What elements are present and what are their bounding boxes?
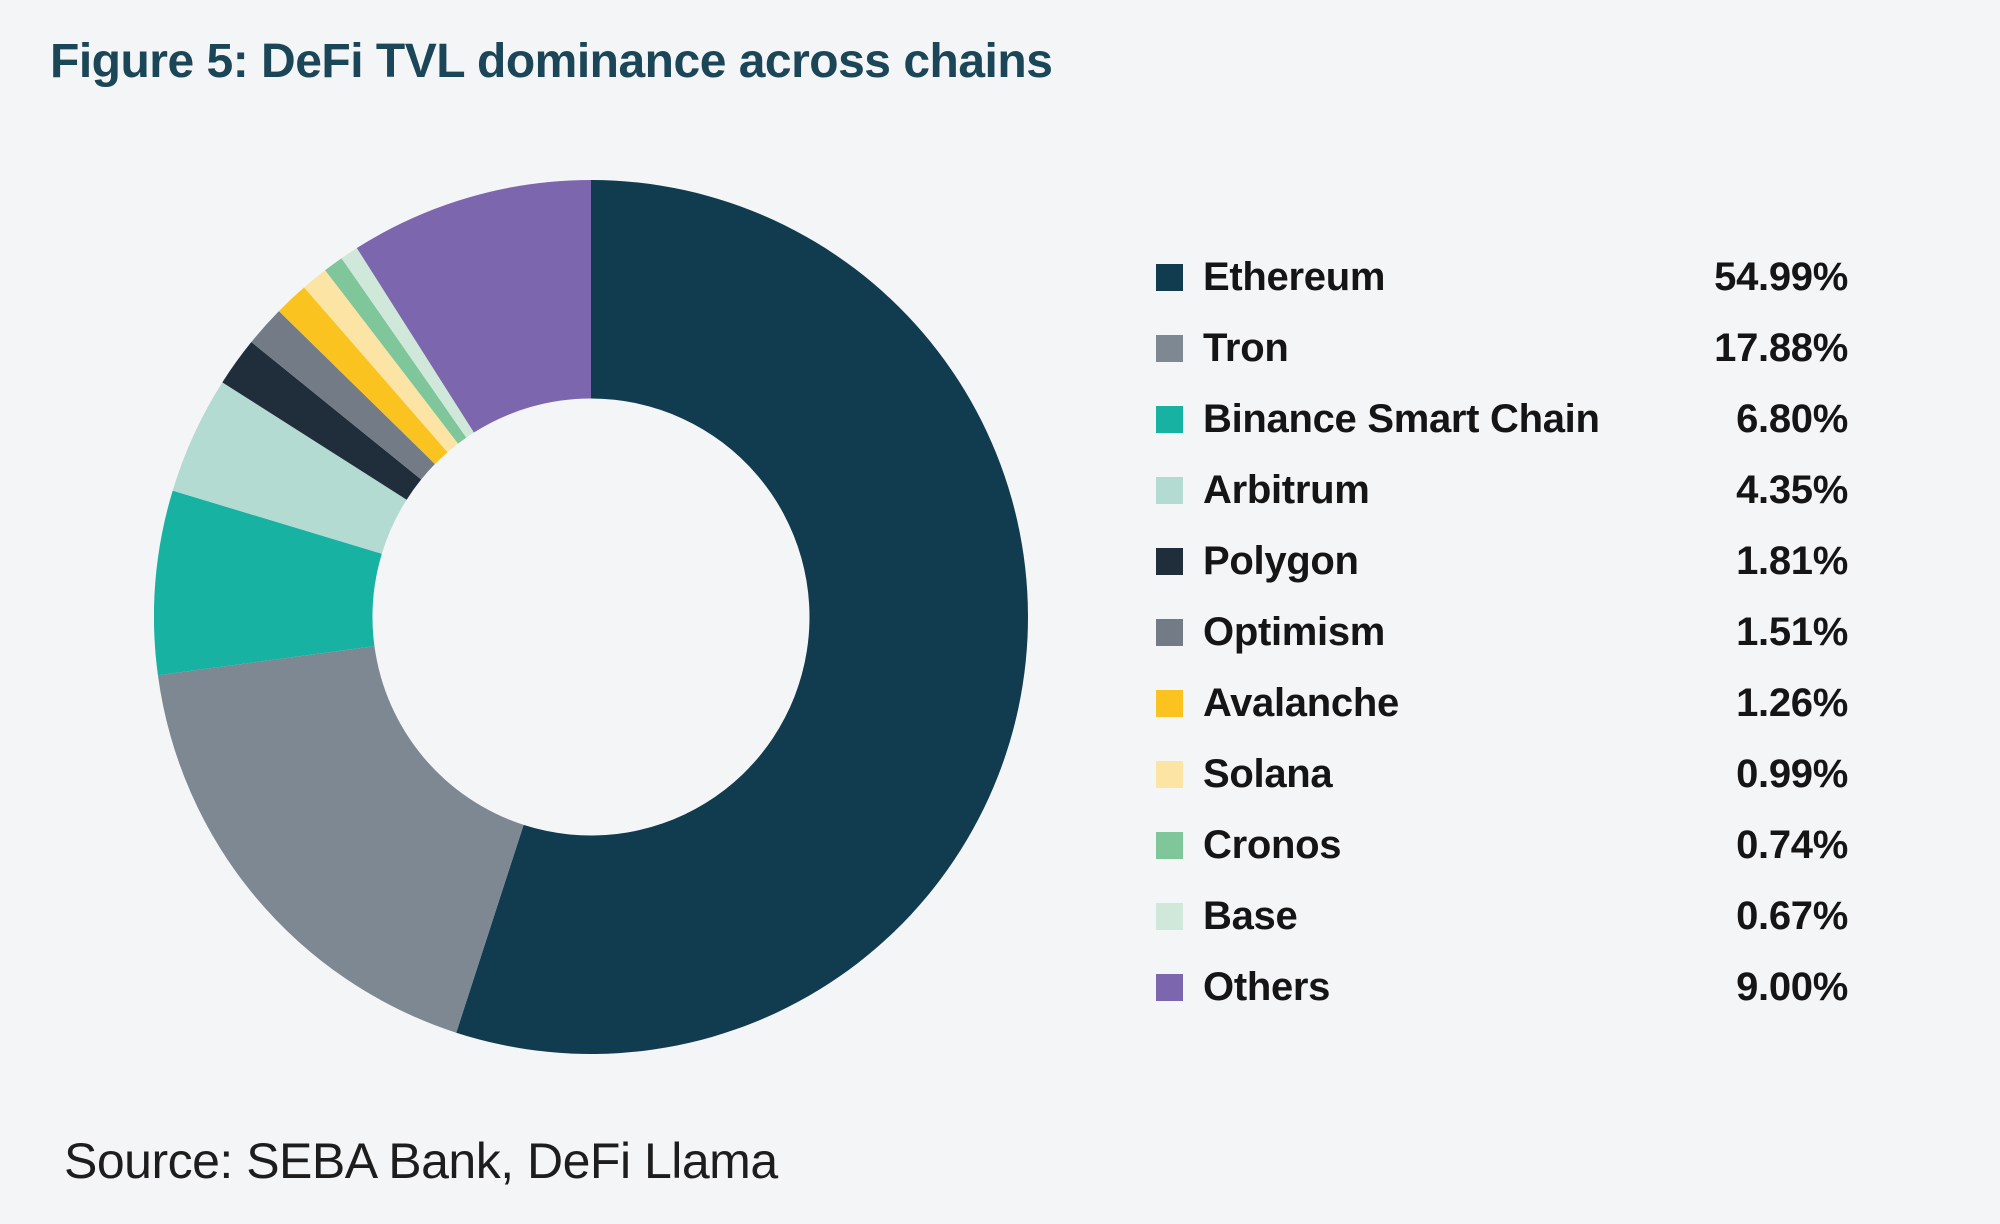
- donut-slice-others: [356, 180, 591, 433]
- legend-row-binance-smart-chain: Binance Smart Chain 6.80%: [1156, 384, 1848, 455]
- legend-value: 17.88%: [1714, 326, 1848, 370]
- source-note: Source: SEBA Bank, DeFi Llama: [64, 1133, 778, 1189]
- legend-row-avalanche: Avalanche 1.26%: [1156, 668, 1848, 739]
- legend-swatch-polygon-icon: [1156, 548, 1183, 575]
- legend-swatch-binance-smart-chain-icon: [1156, 406, 1183, 433]
- legend-label: Polygon: [1203, 539, 1359, 583]
- legend-swatch-ethereum-icon: [1156, 264, 1183, 291]
- legend-value: 0.74%: [1736, 823, 1848, 867]
- legend-row-solana: Solana 0.99%: [1156, 739, 1848, 810]
- legend-label: Others: [1203, 965, 1331, 1009]
- legend-swatch-tron-icon: [1156, 335, 1183, 362]
- legend-value: 54.99%: [1714, 255, 1848, 299]
- legend-row-base: Base 0.67%: [1156, 881, 1848, 952]
- legend-swatch-solana-icon: [1156, 761, 1183, 788]
- donut-slice-base: [341, 248, 474, 438]
- legend-swatch-avalanche-icon: [1156, 690, 1183, 717]
- donut-slice-solana: [304, 270, 459, 453]
- legend-label: Arbitrum: [1203, 468, 1370, 512]
- legend-row-optimism: Optimism 1.51%: [1156, 597, 1848, 668]
- legend-swatch-base-icon: [1156, 903, 1183, 930]
- legend-label: Optimism: [1203, 610, 1386, 654]
- legend-row-arbitrum: Arbitrum 4.35%: [1156, 455, 1848, 526]
- donut-slice-ethereum: [456, 180, 1028, 1054]
- legend-row-polygon: Polygon 1.81%: [1156, 526, 1848, 597]
- legend-swatch-others-icon: [1156, 974, 1183, 1001]
- donut-slice-cronos: [325, 258, 467, 444]
- legend-value: 1.51%: [1736, 610, 1848, 654]
- legend-label: Base: [1203, 894, 1298, 938]
- donut-chart-svg: [154, 180, 1028, 1054]
- donut-slice-arbitrum: [172, 382, 407, 554]
- legend-label: Binance Smart Chain: [1203, 397, 1600, 441]
- legend-label: Cronos: [1203, 823, 1342, 867]
- donut-slice-optimism: [251, 311, 435, 480]
- legend-row-tron: Tron 17.88%: [1156, 313, 1848, 384]
- figure-title: Figure 5: DeFi TVL dominance across chai…: [50, 35, 1053, 88]
- legend-value: 1.26%: [1736, 681, 1848, 725]
- legend-swatch-optimism-icon: [1156, 619, 1183, 646]
- legend-label: Avalanche: [1203, 681, 1399, 725]
- donut-slice-binance-smart-chain: [154, 490, 382, 676]
- legend-value: 1.81%: [1736, 539, 1848, 583]
- legend-label: Ethereum: [1203, 255, 1386, 299]
- legend-value: 9.00%: [1736, 965, 1848, 1009]
- legend-swatch-cronos-icon: [1156, 832, 1183, 859]
- legend-value: 0.99%: [1736, 752, 1848, 796]
- donut-slice-tron: [157, 646, 524, 1033]
- legend-row-others: Others 9.00%: [1156, 952, 1848, 1023]
- legend-value: 6.80%: [1736, 397, 1848, 441]
- chart-legend: Ethereum 54.99% Tron 17.88% Binance Smart Ch…: [1156, 242, 1848, 1023]
- legend-row-ethereum: Ethereum 54.99%: [1156, 242, 1848, 313]
- legend-label: Solana: [1203, 752, 1333, 796]
- legend-label: Tron: [1203, 326, 1289, 370]
- legend-value: 0.67%: [1736, 894, 1848, 938]
- legend-swatch-arbitrum-icon: [1156, 477, 1183, 504]
- donut-slice-avalanche: [278, 287, 448, 465]
- legend-row-cronos: Cronos 0.74%: [1156, 810, 1848, 881]
- donut-slice-polygon: [222, 342, 422, 500]
- legend-value: 4.35%: [1736, 468, 1848, 512]
- donut-chart: [154, 180, 1028, 1054]
